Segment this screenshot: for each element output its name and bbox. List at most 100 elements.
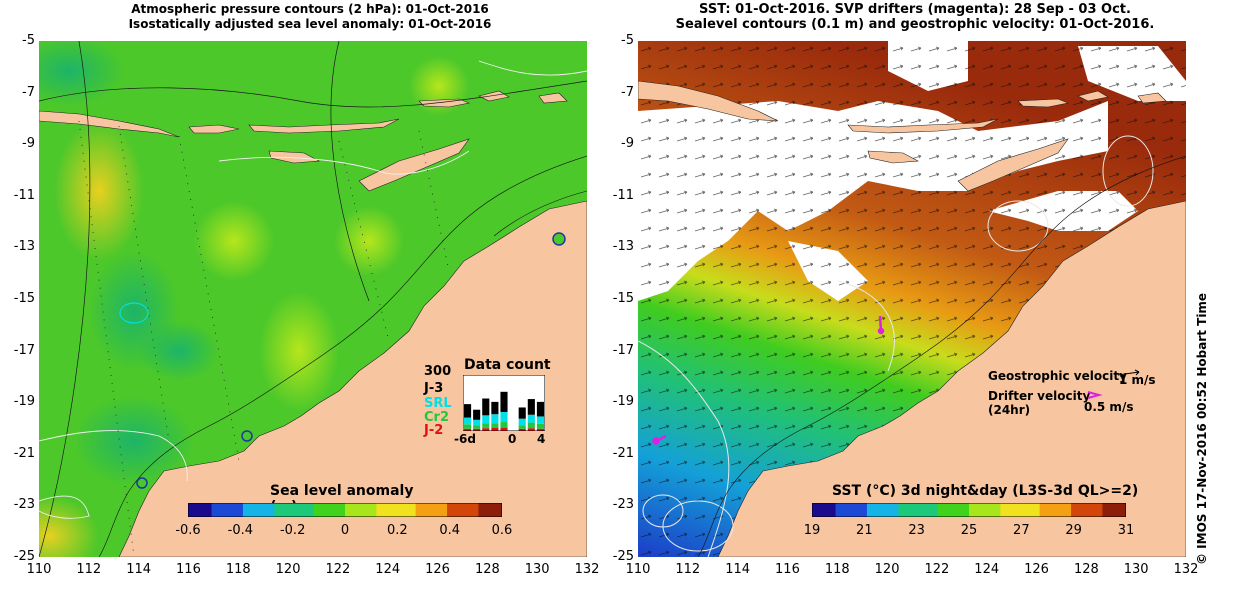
sla-colorbar-tick: -0.2 <box>279 523 306 538</box>
sst-colorbar-cell <box>1102 503 1111 517</box>
sla-colorbar-cell <box>360 503 370 517</box>
timor-island <box>957 138 1069 192</box>
cyan-contour-loop <box>119 302 149 324</box>
sla-colorbar-cell <box>486 503 495 517</box>
data-count-bar-segment <box>491 401 499 415</box>
sla-colorbar-cell <box>376 503 385 517</box>
sla-colorbar-cell <box>305 503 315 517</box>
sla-colorbar-cell <box>219 503 228 517</box>
data-count-bar-segment <box>482 423 490 429</box>
sla-colorbar-tick: 0.2 <box>386 523 408 538</box>
sst-colorbar-cell <box>961 503 970 517</box>
data-count-bar-segment <box>491 414 499 424</box>
geostrophic-scale-arrow-icon <box>1117 369 1140 376</box>
sla-colorbar-cell <box>415 503 424 517</box>
sst-colorbar-cell <box>976 503 986 517</box>
drifter-scale-label: 0.5 m/s <box>1084 400 1134 414</box>
data-count-bar-segment <box>500 427 508 431</box>
sst-colorbar-cell <box>1016 503 1025 517</box>
australia-land <box>717 200 1186 557</box>
data-count-bar-segment <box>500 391 508 412</box>
data-count-bar-segment <box>473 425 481 429</box>
left-x-tick: 114 <box>126 562 152 577</box>
sla-tide-gauges <box>136 232 566 489</box>
sst-colorbar-cell <box>945 503 954 517</box>
imos-credit: © IMOS 17-Nov-2016 00:52 Hobart Time <box>1195 292 1209 565</box>
sst-colorbar-cell <box>1071 503 1080 517</box>
right-y-tick: -7 <box>621 84 634 100</box>
left-y-tick: -7 <box>22 84 35 100</box>
data-count-bar-segment <box>491 427 499 431</box>
data-count-chart <box>463 375 545 431</box>
sst-colorbar-cell <box>914 503 923 517</box>
sla-colorbar-cell <box>329 503 338 517</box>
left-y-tick: -19 <box>13 394 35 410</box>
sla-anomaly-blobs <box>39 41 469 557</box>
geostrophic-scale-label: 1 m/s <box>1119 373 1156 387</box>
right-y-tick: -19 <box>612 394 634 410</box>
sst-colorbar-cell <box>937 503 946 517</box>
data-count-bar-segment <box>491 423 499 428</box>
right-x-tick: 112 <box>675 562 701 577</box>
sst-colorbar-tick: 23 <box>908 523 925 538</box>
data-count-bar-segment <box>500 422 508 428</box>
sst-colorbar-cell <box>859 503 868 517</box>
right-x-tick: 132 <box>1173 562 1199 577</box>
sst-map <box>638 41 1186 557</box>
drifter-scale-arrow-icon <box>1087 391 1103 399</box>
sla-colorbar-cell <box>447 503 456 517</box>
sla-colorbar-cell <box>399 503 409 517</box>
left-x-tick: 116 <box>176 562 201 577</box>
left-x-tick: 118 <box>225 562 251 577</box>
sla-colorbar-cell <box>470 503 479 517</box>
sla-bathymetry-contours <box>98 155 587 557</box>
right-y-tick: -15 <box>612 291 634 306</box>
data-count-bar-segment <box>518 418 526 426</box>
sst-colorbar-cell <box>1000 503 1009 517</box>
sst-colorbar-cell <box>874 503 884 517</box>
legend-satellite-cr2: Cr2 <box>424 410 449 425</box>
data-count-bar-segment <box>536 416 544 424</box>
sla-colorbar-cell <box>195 503 205 517</box>
legend-satellite-srl: SRL <box>424 396 452 411</box>
sla-pressure-contours <box>39 41 587 557</box>
legend-satellite-j2: J-2 <box>424 423 444 438</box>
sst-colorbar-cell <box>953 503 962 517</box>
sla-land <box>39 90 587 557</box>
sst-colorbar-cell <box>843 503 852 517</box>
australia-land <box>118 200 587 557</box>
sla-colorbar-tick: 0 <box>340 523 350 538</box>
data-count-bar-segment <box>473 409 481 420</box>
data-count-bar-segment <box>527 399 535 415</box>
drifter-velocity-label-line2: (24hr) <box>988 403 1031 417</box>
right-x-tick: 116 <box>775 562 800 577</box>
geostrophic-velocity-label: Geostrophic velocity <box>988 369 1127 383</box>
left-x-tick: 132 <box>574 562 600 577</box>
sst-colorbar-cell <box>1110 503 1119 517</box>
sst-colorbar-cell <box>906 503 915 517</box>
sla-colorbar-cell <box>352 503 362 517</box>
data-count-bar-segment <box>464 404 472 418</box>
sla-colorbar-cell <box>462 503 472 517</box>
sst-colorbar-cell <box>984 503 994 517</box>
bali-lombok-islands <box>188 124 240 134</box>
sla-colorbar-cell <box>297 503 307 517</box>
sla-colorbar-cell <box>321 503 330 517</box>
java-island <box>39 110 180 138</box>
sst-colorbar-label: SST (°C) 3d night&day (L3S-3d QL>=2) <box>832 483 1139 499</box>
right-y-tick: -17 <box>612 342 634 358</box>
left-y-tick: -17 <box>13 342 35 358</box>
sla-colorbar-cell <box>282 503 291 517</box>
sst-colorbar-cell <box>812 503 821 517</box>
right-y-tick: -9 <box>621 136 634 152</box>
left-title-line1: Atmospheric pressure contours (2 hPa): 0… <box>131 2 489 16</box>
sst-colorbar-tick: 21 <box>856 523 873 538</box>
sla-colorbar-cell <box>274 503 283 517</box>
small-islands-north <box>1017 90 1167 108</box>
sla-colorbar-cell <box>478 503 487 517</box>
data-count-title: Data count <box>464 357 551 373</box>
left-x-tick: 120 <box>275 562 301 577</box>
sla-colorbar-cell <box>423 503 432 517</box>
left-x-tick: 124 <box>375 562 401 577</box>
sla-colorbar-cell <box>235 503 244 517</box>
